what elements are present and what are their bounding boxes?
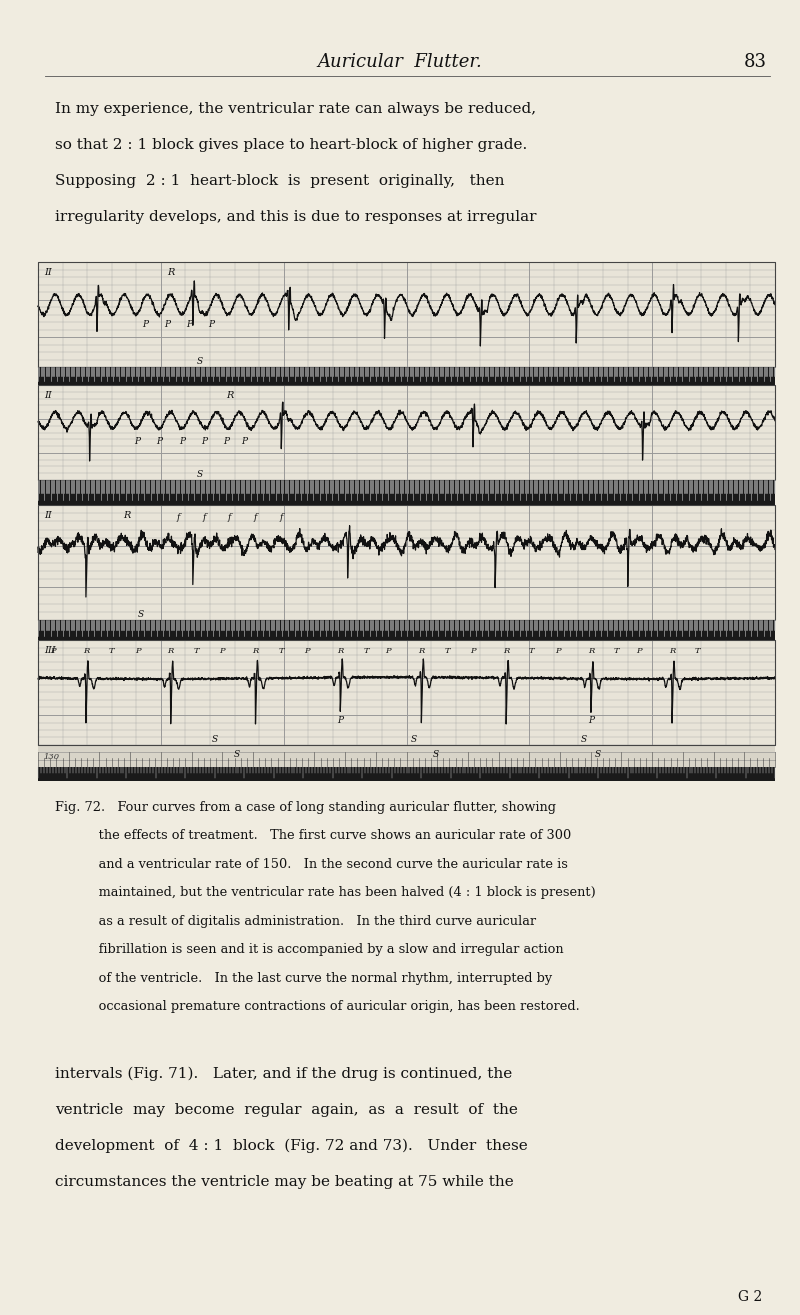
Text: P: P	[208, 320, 214, 329]
Text: P: P	[157, 438, 162, 446]
Text: P: P	[164, 320, 170, 329]
Text: intervals (Fig. 71).   Later, and if the drug is continued, the: intervals (Fig. 71). Later, and if the d…	[55, 1066, 512, 1081]
Text: II: II	[44, 268, 52, 277]
Bar	[38, 619, 775, 640]
Text: Fig. 72.   Four curves from a case of long standing auricular flutter, showing: Fig. 72. Four curves from a case of long…	[55, 801, 556, 814]
Text: 130: 130	[43, 753, 59, 761]
Text: the effects of treatment.   The first curve shows an auricular rate of 300: the effects of treatment. The first curv…	[78, 830, 571, 843]
Text: P: P	[201, 438, 207, 446]
Bar	[38, 480, 775, 505]
Text: G 2: G 2	[738, 1290, 762, 1304]
Text: circumstances the ventricle may be beating at 75 while the: circumstances the ventricle may be beati…	[55, 1176, 514, 1189]
Text: f: f	[176, 513, 180, 522]
Text: R: R	[337, 647, 343, 655]
Text: P: P	[223, 438, 229, 446]
Text: Supposing  2 : 1  heart-block  is  present  originally,   then: Supposing 2 : 1 heart-block is present o…	[55, 174, 505, 188]
Text: R: R	[669, 647, 675, 655]
Text: T: T	[444, 647, 450, 655]
Text: P: P	[186, 320, 192, 329]
Text: f: f	[254, 513, 257, 522]
Text: S: S	[197, 356, 203, 366]
Bar	[38, 505, 775, 619]
Text: R: R	[122, 512, 130, 519]
Text: f: f	[202, 513, 206, 522]
Text: T: T	[614, 647, 619, 655]
Text: P: P	[337, 715, 343, 725]
Text: T: T	[363, 647, 369, 655]
Text: P: P	[242, 438, 247, 446]
Bar	[38, 262, 775, 367]
Text: R: R	[588, 647, 594, 655]
Text: P: P	[134, 647, 140, 655]
Text: R: R	[418, 647, 424, 655]
Text: so that 2 : 1 block gives place to heart-block of higher grade.: so that 2 : 1 block gives place to heart…	[55, 138, 527, 153]
Text: P: P	[554, 647, 560, 655]
Text: maintained, but the ventricular rate has been halved (4 : 1 block is present): maintained, but the ventricular rate has…	[78, 886, 596, 899]
Bar	[38, 262, 775, 367]
Text: f: f	[228, 513, 231, 522]
Bar	[38, 767, 775, 781]
Text: of the ventricle.   In the last curve the normal rhythm, interrupted by: of the ventricle. In the last curve the …	[78, 972, 552, 985]
Text: T: T	[529, 647, 534, 655]
Text: R: R	[226, 391, 234, 400]
Text: as a result of digitalis administration.   In the third curve auricular: as a result of digitalis administration.…	[78, 915, 536, 928]
Bar	[38, 385, 775, 480]
Text: S: S	[212, 735, 218, 744]
Text: P: P	[178, 438, 185, 446]
Text: P: P	[588, 715, 594, 725]
Text: P: P	[219, 647, 225, 655]
Text: P: P	[142, 320, 148, 329]
Text: T: T	[278, 647, 284, 655]
Bar	[38, 505, 775, 619]
Text: occasional premature contractions of auricular origin, has been restored.: occasional premature contractions of aur…	[78, 1001, 580, 1014]
Bar	[38, 640, 775, 746]
Text: development  of  4 : 1  block  (Fig. 72 and 73).   Under  these: development of 4 : 1 block (Fig. 72 and …	[55, 1139, 528, 1153]
Text: Auricular  Flutter.: Auricular Flutter.	[318, 53, 482, 71]
Text: R: R	[167, 268, 174, 277]
Text: In my experience, the ventricular rate can always be reduced,: In my experience, the ventricular rate c…	[55, 103, 536, 116]
Text: S: S	[433, 750, 439, 759]
Text: P: P	[50, 647, 55, 655]
Bar	[38, 385, 775, 480]
Text: S: S	[197, 469, 203, 479]
Text: ventricle  may  become  regular  again,  as  a  result  of  the: ventricle may become regular again, as a…	[55, 1103, 518, 1116]
Bar	[38, 367, 775, 385]
Text: T: T	[109, 647, 114, 655]
Text: II: II	[44, 391, 52, 400]
Text: T: T	[194, 647, 199, 655]
Text: P: P	[636, 647, 642, 655]
Text: f: f	[279, 513, 283, 522]
Text: II: II	[44, 512, 52, 519]
Text: S: S	[580, 735, 586, 744]
Bar	[38, 746, 775, 767]
Text: irregularity develops, and this is due to responses at irregular: irregularity develops, and this is due t…	[55, 210, 537, 224]
Text: 83: 83	[743, 53, 766, 71]
Text: S: S	[595, 750, 601, 759]
Text: and a ventricular rate of 150.   In the second curve the auricular rate is: and a ventricular rate of 150. In the se…	[78, 857, 568, 871]
Bar	[38, 640, 775, 746]
Text: S: S	[234, 750, 240, 759]
Text: fibrillation is seen and it is accompanied by a slow and irregular action: fibrillation is seen and it is accompani…	[78, 943, 564, 956]
Text: R: R	[167, 647, 174, 655]
Text: R: R	[503, 647, 509, 655]
Text: P: P	[386, 647, 391, 655]
Text: S: S	[138, 610, 144, 619]
Text: P: P	[304, 647, 310, 655]
Text: P: P	[470, 647, 476, 655]
Text: P: P	[134, 438, 141, 446]
Text: S: S	[411, 735, 417, 744]
Text: T: T	[695, 647, 701, 655]
Text: III: III	[44, 646, 56, 655]
Text: R: R	[82, 647, 89, 655]
Text: R: R	[252, 647, 258, 655]
